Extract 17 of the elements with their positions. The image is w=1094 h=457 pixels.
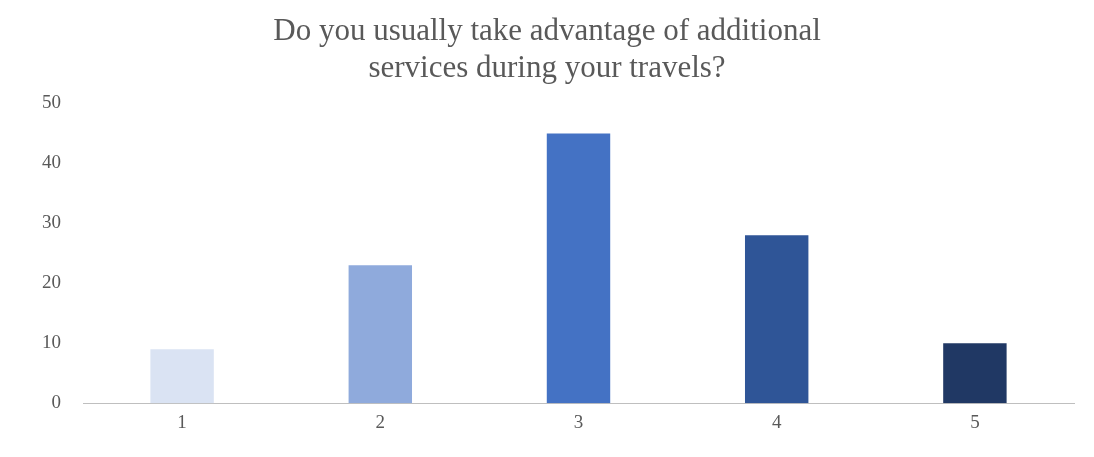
- x-tick-label: 3: [573, 410, 584, 432]
- bar: [943, 343, 1007, 404]
- y-tick-label: 10: [42, 331, 61, 353]
- y-tick-label: 40: [42, 151, 61, 173]
- y-tick-label: 20: [42, 271, 61, 293]
- chart-title: Do you usually take advantage of additional services during your travels?: [273, 11, 821, 84]
- x-tick-label: 2: [375, 410, 386, 432]
- bar: [150, 349, 214, 404]
- y-tick-label: 30: [42, 211, 61, 233]
- bar: [348, 265, 413, 404]
- bar: [744, 235, 809, 404]
- x-tick-label: 1: [177, 410, 187, 432]
- y-tick-label: 50: [42, 91, 61, 113]
- bar: [546, 133, 611, 404]
- y-tick-label: 0: [51, 391, 61, 413]
- x-tick-label: 5: [970, 410, 980, 432]
- x-tick-label: 4: [771, 410, 782, 432]
